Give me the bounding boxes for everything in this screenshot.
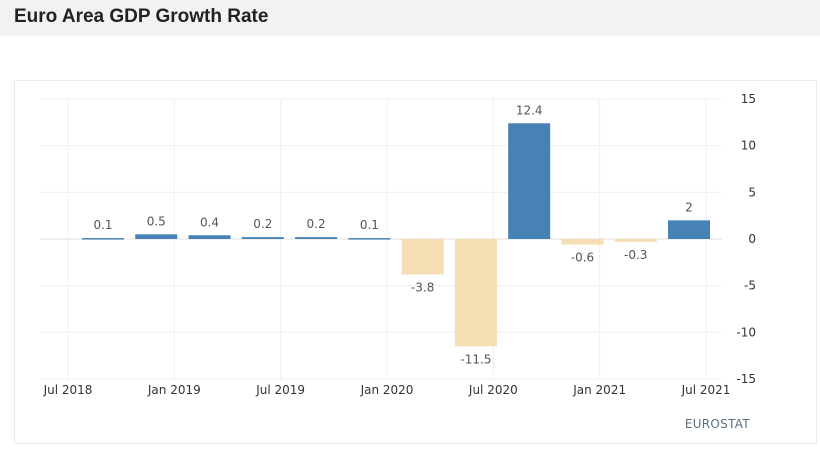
data-label: 0.5 bbox=[147, 214, 166, 228]
y-tick-label: -5 bbox=[744, 279, 756, 293]
data-label: 0.1 bbox=[360, 218, 379, 232]
x-tick-label: Jan 2020 bbox=[360, 383, 414, 397]
data-label: 0.4 bbox=[200, 215, 219, 229]
y-tick-label: -15 bbox=[736, 372, 756, 386]
bar-series bbox=[82, 123, 710, 347]
bar bbox=[614, 239, 657, 242]
data-label: -11.5 bbox=[460, 352, 491, 366]
bar bbox=[135, 234, 178, 239]
bar bbox=[508, 123, 551, 239]
data-label: 0.2 bbox=[253, 217, 272, 231]
data-label: 0.2 bbox=[307, 217, 326, 231]
bar bbox=[401, 239, 444, 275]
x-tick-label: Jul 2019 bbox=[255, 383, 305, 397]
bar bbox=[348, 238, 391, 240]
data-label: 2 bbox=[685, 200, 693, 214]
data-label: -3.8 bbox=[411, 280, 434, 294]
bar bbox=[561, 239, 604, 245]
data-label: -0.6 bbox=[571, 251, 594, 265]
y-tick-label: 10 bbox=[741, 139, 756, 153]
y-axis-ticks: 15 10 5 0 -5 -10 -15 bbox=[736, 92, 756, 386]
x-axis-ticks: Jul 2018 Jan 2019 Jul 2019 Jan 2020 Jul 2020… bbox=[43, 383, 731, 397]
x-tick-label: Jan 2021 bbox=[572, 383, 626, 397]
bar bbox=[188, 235, 231, 239]
y-tick-label: 5 bbox=[748, 185, 756, 199]
y-tick-label: 15 bbox=[741, 92, 756, 106]
data-label: -0.3 bbox=[624, 248, 647, 262]
x-tick-label: Jul 2018 bbox=[43, 383, 93, 397]
y-tick-label: -10 bbox=[736, 325, 756, 339]
bar bbox=[241, 237, 284, 239]
bar bbox=[295, 237, 338, 239]
bar bbox=[454, 239, 497, 347]
data-label: 12.4 bbox=[516, 103, 543, 117]
data-label: 0.1 bbox=[93, 218, 112, 232]
bar bbox=[668, 220, 710, 239]
x-tick-label: Jul 2020 bbox=[468, 383, 518, 397]
source-label: EUROSTAT bbox=[685, 417, 751, 431]
title-bar: Euro Area GDP Growth Rate bbox=[0, 0, 820, 36]
page-title: Euro Area GDP Growth Rate bbox=[14, 6, 269, 27]
x-tick-label: Jan 2019 bbox=[147, 383, 201, 397]
bar bbox=[82, 238, 124, 240]
data-labels: 0.1 0.5 0.4 0.2 0.2 0.1 -3.8 -11.5 12.4 -0.6 -0.3 2 bbox=[93, 103, 692, 366]
y-tick-label: 0 bbox=[748, 232, 756, 246]
x-tick-label: Jul 2021 bbox=[681, 383, 731, 397]
